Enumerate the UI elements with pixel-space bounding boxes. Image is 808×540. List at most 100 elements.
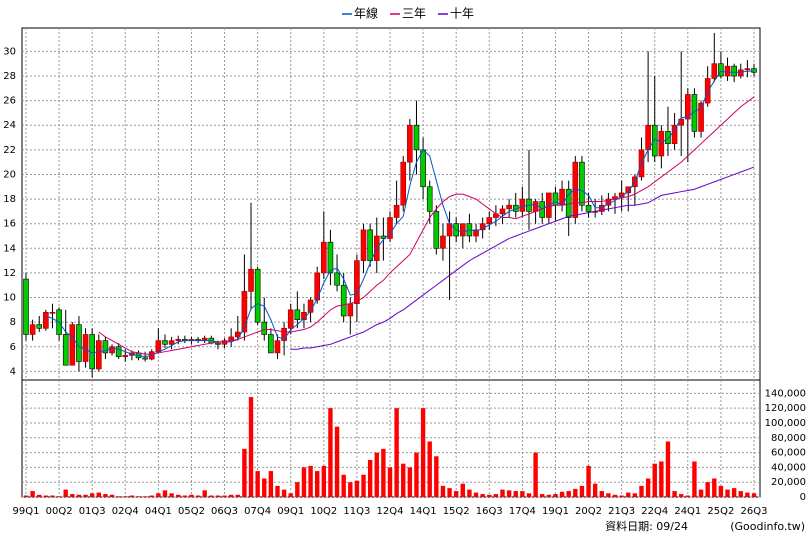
y-tick-label: 28: [3, 71, 16, 82]
volume-bar: [725, 489, 730, 497]
y2-tick-label: 40,000: [771, 462, 806, 473]
volume-bar: [407, 467, 413, 497]
volume-bar: [43, 495, 49, 497]
volume-bar: [103, 494, 108, 497]
volume-bar: [156, 493, 161, 497]
candle-body: [36, 324, 43, 329]
x-tick-label: 01Q3: [79, 506, 106, 517]
volume-bar: [487, 494, 492, 497]
volume-bar: [235, 494, 240, 497]
x-tick-label: 07Q4: [244, 506, 271, 517]
candle-body: [506, 204, 512, 210]
x-tick-label: 11Q3: [343, 506, 370, 517]
candle-body: [254, 268, 261, 323]
volume-bar: [348, 482, 353, 497]
volume-bar: [129, 495, 135, 497]
volume-bar: [116, 496, 121, 497]
volume-bar: [301, 467, 307, 497]
candle-body: [691, 94, 698, 132]
footer-date: 資料日期: 09/24: [605, 519, 688, 533]
volume-bar: [222, 495, 227, 497]
x-tick-label: 21Q3: [608, 506, 635, 517]
candle-body: [155, 340, 162, 352]
candle-body: [43, 312, 49, 329]
candle-body: [473, 229, 479, 237]
y2-tick-label: 100,000: [765, 418, 806, 429]
y2-tick-label: 140,000: [765, 388, 806, 399]
volume-bar: [579, 485, 585, 497]
volume-bar: [23, 495, 29, 497]
volume-bar: [202, 490, 207, 497]
volume-bar: [394, 408, 399, 497]
candle-body: [579, 161, 585, 206]
volume-bar: [70, 494, 75, 497]
candle-body: [241, 291, 248, 333]
volume-bar: [176, 494, 181, 497]
candle-body: [162, 340, 168, 345]
y-tick-label: 16: [3, 219, 16, 230]
volume-bar: [540, 494, 545, 497]
volume-bar: [315, 471, 320, 497]
volume-bar: [553, 494, 558, 497]
candle-body: [294, 309, 301, 320]
candle-body: [314, 272, 321, 301]
candle-body: [261, 321, 268, 335]
volume-bar: [632, 493, 638, 497]
volume-bar: [281, 489, 287, 497]
candle-body: [651, 124, 658, 157]
volume-bar: [672, 491, 677, 497]
volume-bar: [162, 490, 168, 497]
candle-body: [367, 229, 373, 261]
candle-body: [122, 355, 129, 357]
volume-bar: [434, 456, 439, 497]
volume-bar: [89, 493, 95, 497]
candle-body: [62, 334, 69, 366]
y-tick-label: 18: [3, 194, 16, 205]
volume-bar: [262, 478, 267, 497]
candle-body: [426, 186, 433, 212]
volume-bar: [606, 493, 611, 497]
volume-bar: [652, 463, 657, 497]
y-tick-label: 10: [3, 293, 16, 304]
y-tick-label: 8: [10, 317, 16, 328]
volume-bar: [50, 495, 55, 497]
volume-bar: [473, 492, 479, 497]
y2-tick-label: 120,000: [765, 403, 806, 414]
y-tick-label: 20: [3, 169, 16, 180]
y-tick-label: 6: [10, 342, 16, 353]
volume-bar: [295, 482, 300, 497]
volume-bar: [685, 495, 691, 497]
volume-bar: [731, 488, 737, 497]
volume-bar: [751, 493, 757, 497]
candle-body: [281, 328, 287, 341]
candle-body: [671, 124, 678, 144]
ma-line: [98, 96, 755, 355]
candle-body: [248, 268, 254, 292]
candle-body: [724, 65, 731, 77]
candle-body: [321, 241, 327, 274]
candle-body: [168, 340, 175, 345]
volume-bar: [559, 491, 565, 497]
candle-body: [737, 69, 744, 77]
candle-body: [102, 340, 109, 354]
y2-tick-label: 80,000: [771, 433, 806, 444]
volume-bar: [712, 478, 717, 497]
candle-body: [109, 346, 115, 354]
volume-bar: [500, 489, 505, 497]
x-tick-label: 10Q2: [310, 506, 337, 517]
candle-body: [221, 340, 228, 345]
y2-tick-label: 0: [800, 492, 806, 503]
legend-label: 十年: [450, 7, 474, 21]
candle-body: [49, 312, 56, 314]
volume-bar: [692, 461, 697, 497]
volume-bar: [513, 491, 518, 497]
y2-tick-label: 60,000: [771, 448, 806, 459]
candle-body: [287, 309, 294, 329]
candle-body: [658, 131, 665, 157]
volume-bar: [56, 496, 62, 497]
volume-bar: [76, 494, 82, 497]
candle-body: [625, 186, 632, 194]
volume-bar: [37, 494, 42, 497]
candle-body: [327, 241, 334, 274]
